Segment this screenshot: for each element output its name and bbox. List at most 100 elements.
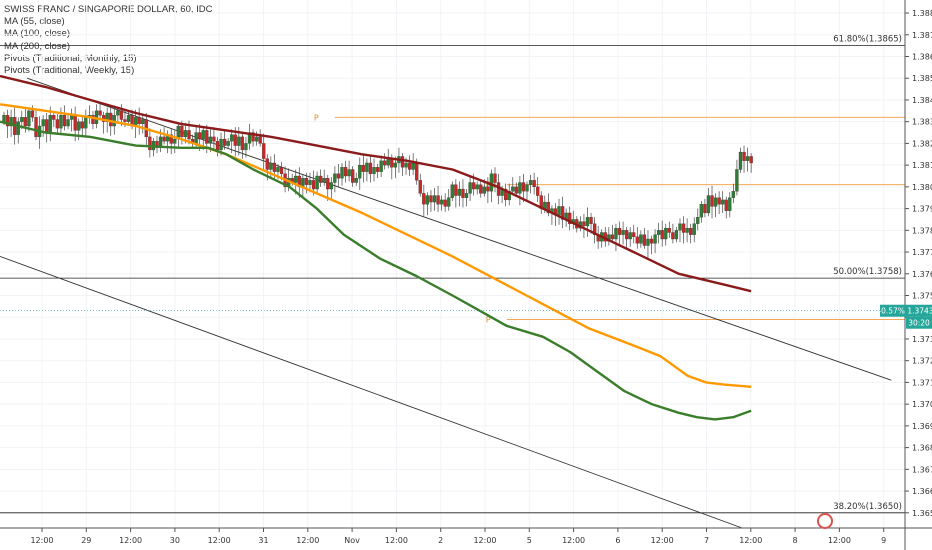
fib-level-label: 61.80%(1.3865): [833, 35, 902, 45]
candle-body: [521, 182, 526, 192]
pivot-levels: PR1P: [314, 113, 905, 324]
candle-body: [439, 199, 444, 205]
candle-body: [343, 167, 348, 177]
candle-body: [560, 206, 565, 220]
candle-body: [91, 115, 95, 125]
x-tick-label: 12:00: [651, 536, 674, 545]
x-tick-label: 5: [527, 536, 532, 545]
candle-body: [407, 162, 412, 170]
candle-body: [119, 110, 124, 120]
candle-body: [528, 180, 533, 185]
y-tick-label: 1.3680: [912, 444, 932, 453]
candle-body: [365, 162, 369, 172]
x-tick-label: 30: [170, 536, 180, 545]
candle-body: [710, 195, 714, 207]
y-tick-label: 1.3700: [912, 400, 932, 409]
trend-line: [0, 255, 743, 529]
candle-body: [198, 132, 202, 140]
candle-body: [162, 136, 166, 142]
x-tick-label: 12:00: [828, 536, 851, 545]
candle-body: [624, 230, 629, 240]
candle-body: [699, 204, 703, 218]
y-tick-label: 1.3840: [912, 96, 932, 105]
candle-body: [27, 110, 31, 127]
y-tick-label: 1.3760: [912, 270, 932, 279]
candle-body: [518, 182, 522, 194]
tradingview-logo: [817, 513, 833, 529]
candle-body: [436, 195, 440, 205]
y-tick-label: 1.3690: [912, 422, 932, 431]
candle-body: [678, 223, 682, 231]
candle-body: [713, 197, 718, 207]
candle-body: [415, 162, 419, 181]
candle-body: [279, 167, 284, 174]
candle-body: [660, 230, 664, 240]
candle-body: [251, 132, 255, 142]
candle-body: [400, 156, 405, 168]
candle-body: [418, 180, 422, 194]
y-tick-label: 1.3800: [912, 183, 932, 192]
candle-body: [2, 115, 6, 122]
x-tick-label: 12:00: [385, 536, 408, 545]
candle-body: [685, 227, 689, 233]
candle-body: [240, 136, 245, 151]
fib-level-label: 38.20%(1.3650): [833, 502, 902, 512]
candle-body: [48, 115, 52, 133]
candle-body: [194, 132, 198, 144]
candle-body: [379, 160, 383, 172]
candle-body: [432, 195, 437, 203]
candle-body: [422, 193, 426, 205]
x-tick-label: 12:00: [119, 536, 142, 545]
candle-body: [116, 110, 120, 116]
candle-body: [646, 238, 650, 246]
candle-body: [745, 156, 750, 161]
candle-body: [137, 117, 141, 125]
candle-body: [664, 227, 668, 240]
x-tick-label: 29: [81, 536, 91, 545]
candle-body: [489, 173, 494, 192]
candle-body: [443, 199, 447, 207]
candle-body: [326, 178, 330, 190]
x-tick-label: 2: [438, 536, 443, 545]
x-tick-label: 8: [793, 536, 798, 545]
candle-body: [173, 138, 177, 144]
candle-body: [461, 188, 465, 198]
candle-body: [258, 136, 262, 144]
candle-body: [358, 164, 362, 179]
candle-body: [215, 141, 220, 151]
candle-body: [610, 234, 615, 240]
candle-body: [329, 182, 333, 190]
candle-body: [585, 217, 590, 227]
pivot-label: P: [486, 315, 491, 324]
candle-body: [653, 234, 657, 244]
candle-body: [706, 195, 711, 214]
candle-body: [671, 232, 675, 240]
y-tick-label: 1.3730: [912, 335, 932, 344]
candle-body: [721, 199, 725, 205]
candle-body: [667, 227, 671, 233]
y-tick-label: 1.3850: [912, 74, 932, 83]
candle-body: [304, 178, 309, 185]
candle-body: [66, 119, 70, 127]
chart-legend: SWISS FRANC / SINGAPORE DOLLAR, 60, IDC …: [4, 4, 213, 77]
legend-item-ma100: MA (100, close): [4, 28, 70, 40]
candle-body: [375, 167, 380, 172]
candle-body: [41, 119, 45, 127]
candle-body: [557, 206, 561, 216]
y-tick-label: 1.3790: [912, 205, 932, 214]
candle-body: [315, 175, 319, 190]
candle-body: [635, 236, 639, 244]
price-badge: -0.57% 1.3743 30:20: [0, 304, 932, 329]
y-tick-label: 1.3670: [912, 465, 932, 474]
candle-body: [703, 204, 707, 214]
candle-body: [318, 175, 323, 183]
candle-body: [308, 180, 312, 185]
candle-body: [148, 136, 152, 151]
candle-body: [77, 121, 81, 131]
countdown-text: 30:20: [908, 319, 930, 328]
legend-item-ma55: MA (55, close): [4, 16, 65, 28]
candle-body: [479, 184, 483, 194]
candle-body: [59, 115, 63, 129]
candle-body: [141, 119, 145, 125]
